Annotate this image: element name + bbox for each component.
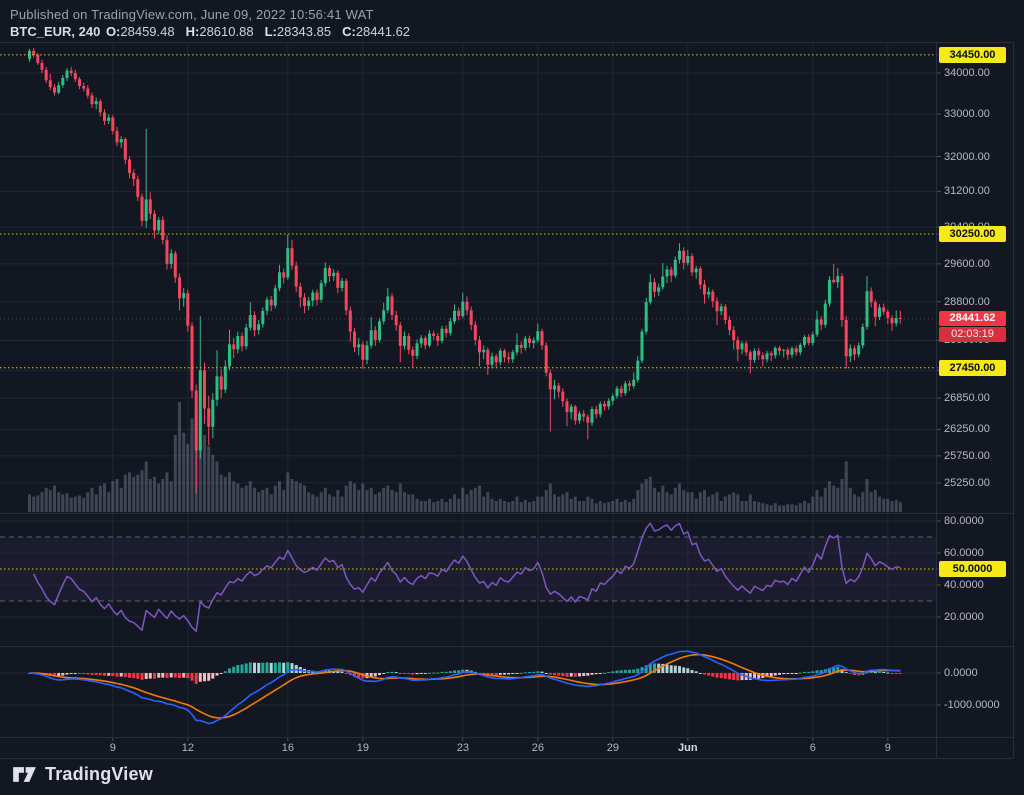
macd-tick-label: 0.0000 bbox=[944, 667, 978, 679]
macd-lines bbox=[29, 650, 901, 725]
ohlc-value: 28441.62 bbox=[355, 24, 411, 39]
price-tick-label: 33000.00 bbox=[944, 108, 990, 121]
rsi-tick-label: 40.0000 bbox=[944, 579, 984, 591]
ohlc-key: C: bbox=[342, 24, 356, 39]
tradingview-logo-icon bbox=[13, 767, 36, 782]
time-tick-label[interactable]: 29 bbox=[606, 742, 619, 754]
last-price-label: 28441.62 bbox=[939, 310, 1006, 326]
price-gridlines bbox=[0, 72, 941, 484]
price-ray-label[interactable]: 27450.00 bbox=[939, 359, 1006, 376]
tradingview-logo-text: TradingView bbox=[45, 764, 153, 784]
price-ray-label[interactable]: 30250.00 bbox=[939, 225, 1006, 242]
macd-signal-line bbox=[29, 653, 901, 719]
price-tick-label: 25750.00 bbox=[944, 449, 990, 462]
ohlc-value: 28610.88 bbox=[199, 24, 254, 39]
ohlc-value: 28459.48 bbox=[120, 24, 175, 39]
symbol-legend[interactable]: BTC_EUR, 240 O:28459.48 H:28610.88 L:28343… bbox=[10, 24, 419, 39]
rsi-pane-grid bbox=[0, 520, 944, 618]
price-tick-label: 34000.00 bbox=[944, 67, 990, 79]
time-tick-label[interactable]: Jun bbox=[678, 742, 698, 754]
bar-countdown-badge: 02:03:19 bbox=[939, 326, 1006, 342]
ohlc-key: L: bbox=[264, 24, 277, 39]
time-tick-label[interactable]: 26 bbox=[531, 742, 544, 754]
time-tick-label[interactable]: 16 bbox=[281, 742, 294, 754]
rsi-tick-label: 20.0000 bbox=[944, 611, 984, 623]
price-tick-label: 26850.00 bbox=[944, 392, 990, 405]
volume-bars bbox=[28, 402, 902, 512]
time-tick-label[interactable]: 23 bbox=[456, 742, 469, 754]
macd-main-line bbox=[29, 650, 901, 725]
ohlc-value: 28343.85 bbox=[276, 24, 332, 39]
price-tick-label: 29600.00 bbox=[944, 257, 990, 270]
symbol-interval-title: BTC_EUR, 240 bbox=[10, 24, 101, 39]
rsi-mid-label[interactable]: 50.0000 bbox=[939, 561, 1006, 577]
published-caption: Published on TradingView.com, June 09, 2… bbox=[10, 7, 374, 22]
ohlc-key: H: bbox=[185, 24, 200, 39]
rsi-tick-label: 60.0000 bbox=[944, 547, 984, 559]
time-tick-label[interactable]: 19 bbox=[356, 742, 369, 754]
time-tick-label[interactable]: 9 bbox=[884, 742, 891, 754]
price-tick-label: 26250.00 bbox=[944, 423, 990, 436]
price-tick-label: 31200.00 bbox=[944, 185, 990, 198]
rsi-tick-label: 80.0000 bbox=[944, 515, 984, 527]
ohlc-key: O: bbox=[105, 24, 121, 39]
time-tick-label[interactable]: 9 bbox=[109, 742, 116, 754]
price-tick-label: 25250.00 bbox=[944, 476, 990, 489]
time-tick-label[interactable]: 12 bbox=[181, 742, 194, 754]
tradingview-logo[interactable]: TradingView bbox=[12, 764, 153, 785]
macd-tick-label: -1000.0000 bbox=[944, 699, 1000, 711]
time-tick-label[interactable]: 6 bbox=[809, 742, 816, 754]
candles bbox=[28, 48, 902, 494]
price-tick-label: 28800.00 bbox=[944, 295, 990, 308]
vertical-gridlines bbox=[112, 42, 889, 741]
horizontal-ray-lines bbox=[0, 54, 944, 369]
pane-frame bbox=[0, 42, 1014, 759]
price-tick-label: 32000.00 bbox=[944, 150, 990, 163]
price-ray-label[interactable]: 34450.00 bbox=[939, 46, 1006, 63]
ohlc-readout: O:28459.48 H:28610.88 L:28343.85 C:28441.62 bbox=[104, 24, 419, 39]
rsi-line bbox=[33, 522, 901, 633]
